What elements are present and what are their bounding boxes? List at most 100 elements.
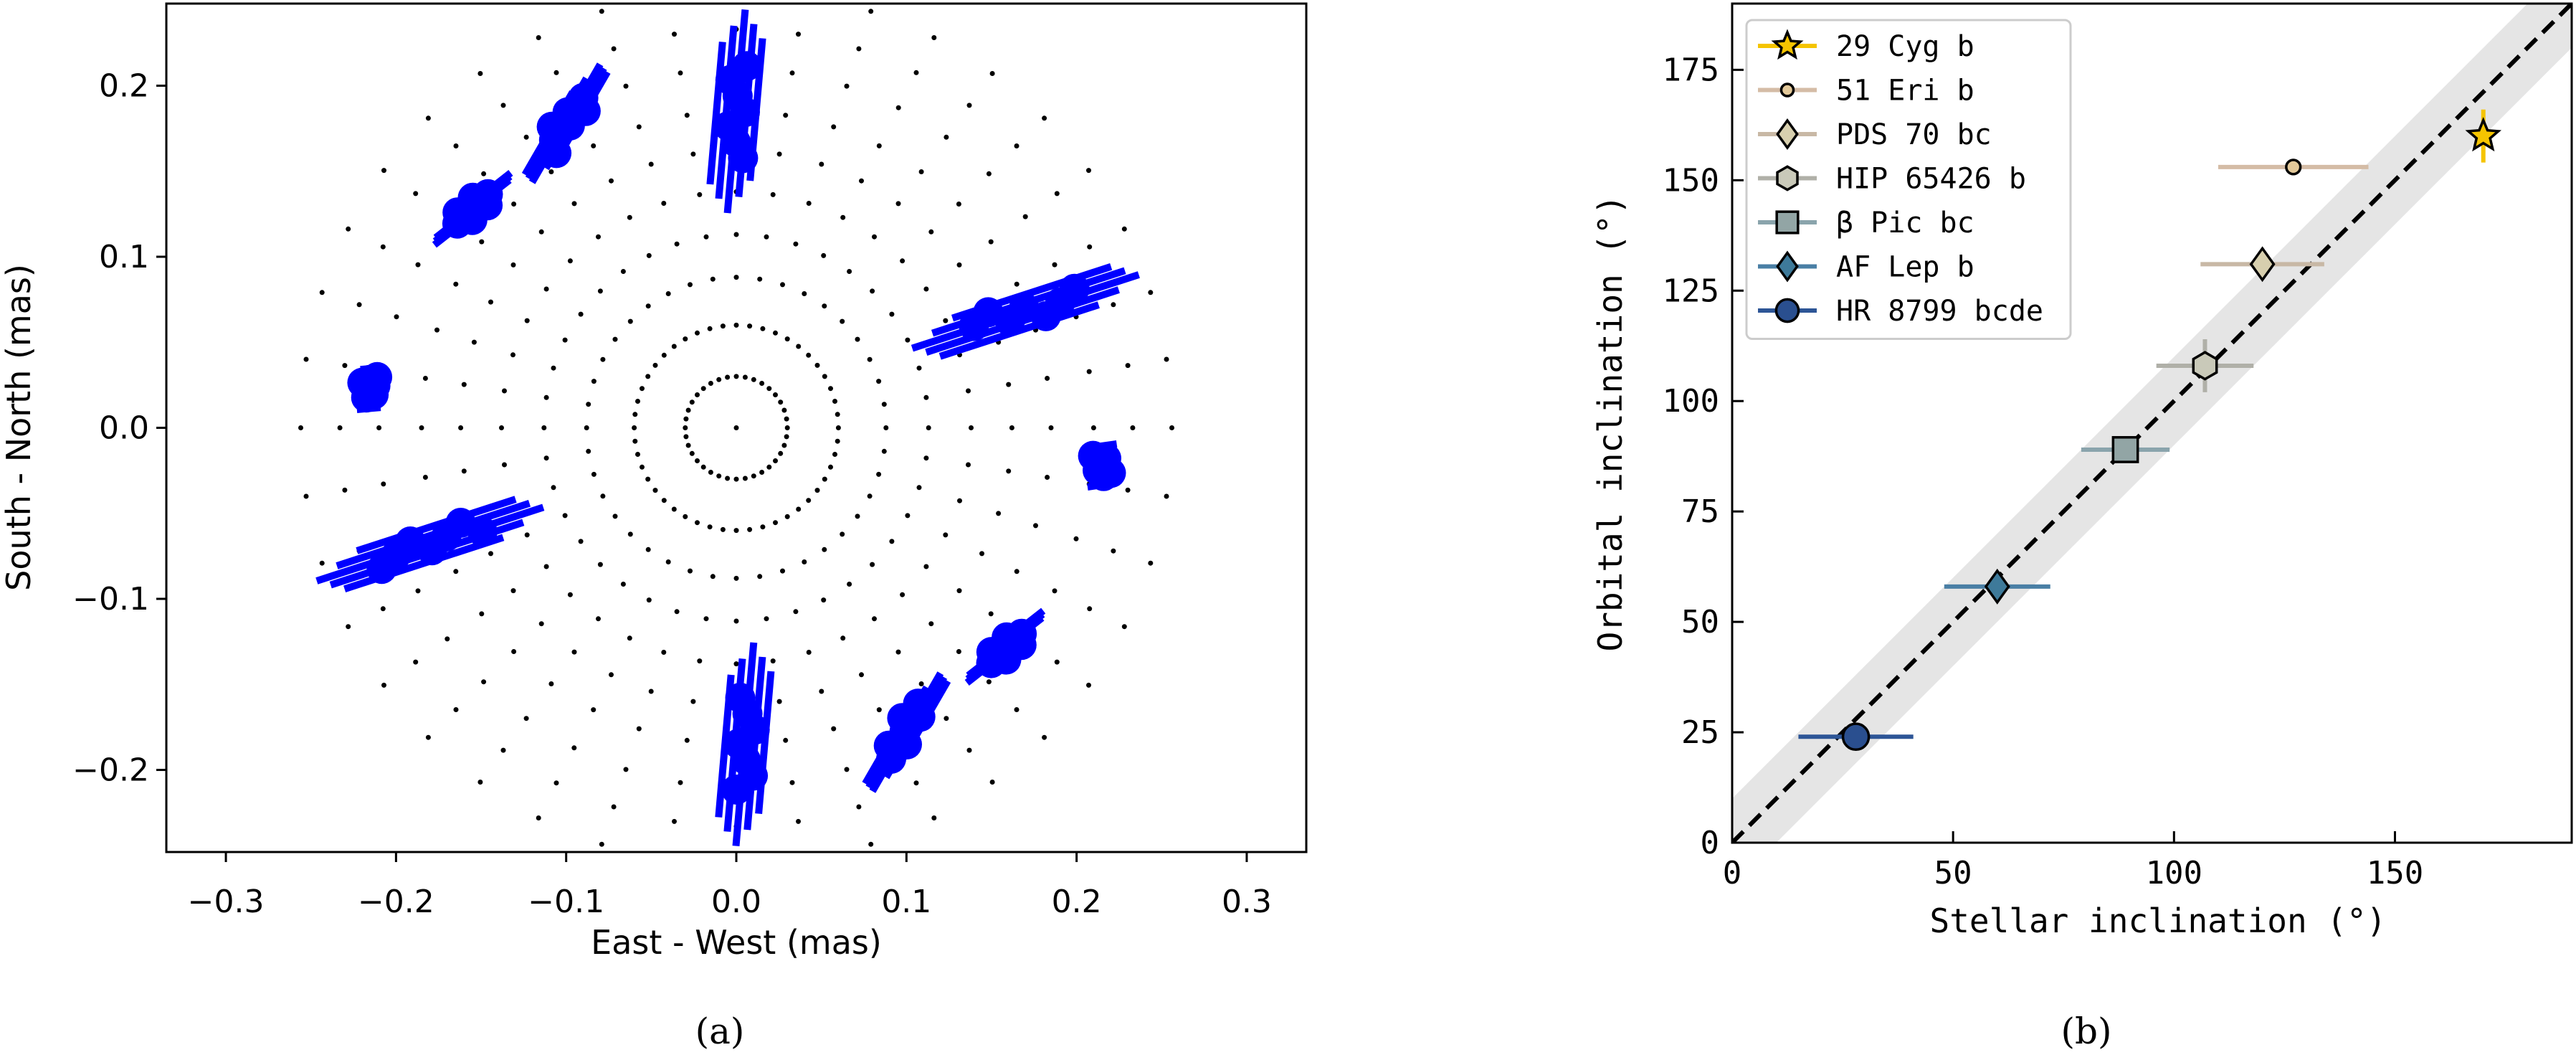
uv-grid-dot (612, 336, 618, 342)
uv-grid-dot (488, 299, 493, 305)
blue-point (725, 682, 756, 713)
uv-grid-dot (562, 513, 568, 519)
uv-grid-dot (883, 425, 889, 430)
uv-grid-dot (303, 493, 309, 499)
uv-grid-dot (648, 161, 654, 167)
uv-grid-dot (793, 609, 799, 615)
uv-grid-dot (760, 326, 766, 331)
uv-grid-dot (543, 286, 549, 292)
data-point-star (2465, 117, 2502, 152)
uv-grid-dot (510, 588, 516, 594)
uv-grid-dot (1022, 214, 1028, 219)
data-point-hexagon (2192, 351, 2218, 381)
uv-grid-dot (434, 327, 439, 333)
uv-grid-dot (524, 532, 530, 538)
uv-grid-dot (1121, 624, 1127, 630)
uv-grid-dot (733, 275, 739, 280)
uv-grid-dot (571, 201, 577, 207)
uv-grid-dot (916, 365, 922, 371)
uv-grid-dot (847, 269, 852, 274)
uv-grid-dot (872, 616, 877, 622)
uv-grid-dot (481, 171, 487, 176)
uv-grid-dot (916, 485, 922, 491)
uv-grid-dot (471, 339, 477, 345)
panel-b-x-axis-label: Stellar inclination (°) (1930, 902, 2387, 940)
uv-grid-dot (695, 520, 700, 526)
uv-grid-dot (778, 450, 784, 456)
uv-grid-dot (500, 747, 506, 753)
uv-grid-dot (1125, 487, 1131, 493)
legend-label: 29 Cyg b (1836, 30, 1974, 63)
uv-grid-dot (1164, 356, 1169, 362)
uv-grid-dot (819, 161, 824, 167)
uv-grid-dot (453, 707, 459, 712)
y-tick-label: −0.2 (72, 752, 149, 789)
legend-marker-small-circle (1779, 82, 1795, 98)
uv-grid-dot (461, 382, 467, 387)
y-tick-label: 50 (1681, 604, 1719, 640)
uv-grid-dot (969, 425, 974, 430)
uv-grid-dot (868, 841, 874, 847)
uv-grid-dot (793, 241, 799, 247)
panel-a-y-ticks: −0.2 −0.1 0.0 0.1 0.2 (72, 67, 166, 789)
uv-grid-dot (966, 103, 972, 108)
uv-grid-dot (1121, 226, 1127, 232)
uv-grid-dot (776, 151, 782, 157)
uv-grid-dot (553, 780, 559, 786)
uv-grid-dot (666, 858, 671, 863)
panel-b-y-axis-label: Orbital inclination (°) (1591, 195, 1630, 652)
uv-grid-dot (781, 443, 787, 448)
uv-grid-dot (611, 46, 617, 52)
uv-grid-dot (337, 425, 343, 430)
blue-point (1007, 618, 1037, 649)
uv-grid-dot (926, 425, 931, 430)
uv-grid-dot (562, 337, 568, 343)
uv-grid-dot (620, 269, 626, 274)
uv-grid-dot (989, 780, 995, 785)
uv-grid-dot (703, 234, 709, 240)
uv-grid-dot (1125, 363, 1131, 369)
data-point-circle (1841, 722, 1871, 752)
uv-grid-dot (376, 425, 382, 430)
uv-grid-dot (784, 434, 789, 440)
uv-grid-dot (524, 318, 530, 323)
uv-grid-dot (415, 588, 421, 594)
uv-grid-dot (523, 716, 529, 721)
uv-grid-dot (381, 682, 386, 688)
blue-point (1059, 273, 1090, 304)
legend-label: β Pic bc (1836, 207, 1974, 240)
uv-grid-dot (770, 191, 776, 197)
uv-grid-dot (889, 539, 895, 544)
uv-grid-dot (1087, 606, 1093, 612)
uv-grid-dot (591, 379, 597, 384)
legend-marker-diamond (1776, 250, 1799, 283)
uv-grid-dot (578, 539, 584, 544)
uv-grid-dot (707, 524, 713, 530)
uv-grid-dot (847, 582, 852, 587)
blue-cluster (1078, 440, 1126, 491)
uv-grid-dot (683, 336, 688, 342)
y-tick-label: 150 (1663, 162, 1719, 199)
uv-grid-dot (665, 291, 671, 296)
uv-grid-dot (661, 650, 667, 655)
uv-grid-dot (773, 330, 778, 336)
uv-grid-dot (1130, 425, 1136, 430)
uv-grid-dot (923, 394, 929, 400)
uv-grid-dot (445, 636, 450, 642)
legend-box (1745, 19, 2072, 340)
uv-grid-dot (819, 688, 824, 694)
uv-grid-dot (913, 780, 919, 786)
uv-grid-dot (422, 376, 428, 381)
uv-grid-dot (665, 559, 671, 564)
y-tick-label: 75 (1681, 493, 1719, 530)
uv-grid-dot (928, 621, 934, 627)
uv-grid-dot (548, 169, 554, 174)
uv-grid-dot (1042, 734, 1047, 740)
uv-grid-dot (1111, 548, 1116, 554)
blue-cluster (964, 607, 1046, 686)
uv-grid-dot (923, 286, 929, 292)
uv-grid-dot (453, 143, 459, 148)
uv-grid-dot (986, 171, 992, 176)
uv-grid-dot (380, 606, 386, 612)
